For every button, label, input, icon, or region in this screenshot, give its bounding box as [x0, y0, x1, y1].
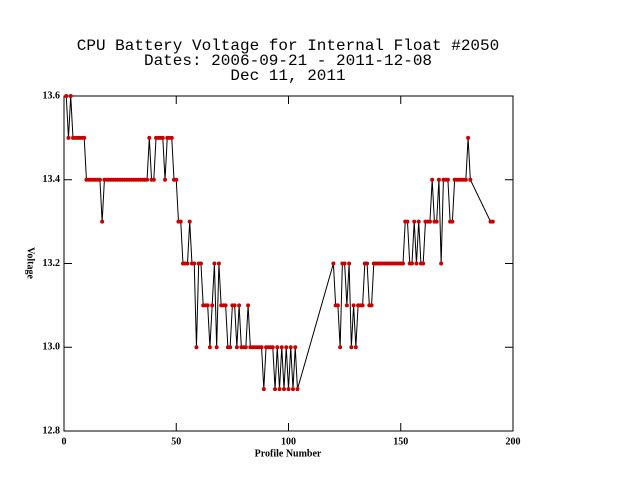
data-point	[163, 177, 168, 182]
data-point	[349, 345, 354, 350]
data-point	[97, 177, 102, 182]
data-point	[369, 303, 374, 308]
data-line	[65, 95, 493, 390]
data-point	[228, 345, 233, 350]
data-point	[275, 345, 280, 350]
data-point	[286, 387, 291, 392]
data-point	[205, 303, 210, 308]
data-point	[282, 387, 287, 392]
data-point	[151, 177, 156, 182]
data-point	[288, 345, 293, 350]
data-point	[192, 261, 197, 266]
data-point	[430, 177, 435, 182]
data-point	[210, 303, 215, 308]
data-point	[174, 177, 179, 182]
data-point	[468, 177, 473, 182]
data-point	[273, 387, 278, 392]
chart-title: CPU Battery Voltage for Internal Float #…	[77, 37, 499, 55]
x-tick-label: 0	[62, 436, 67, 447]
data-point	[365, 261, 370, 266]
data-point	[353, 345, 358, 350]
data-point	[436, 177, 441, 182]
data-point	[331, 261, 336, 266]
data-point	[279, 345, 284, 350]
data-point	[207, 345, 212, 350]
data-point	[344, 303, 349, 308]
data-point	[466, 135, 471, 140]
data-point	[412, 219, 417, 224]
y-axis-label: Voltage	[25, 247, 36, 279]
data-point	[160, 135, 165, 140]
data-point	[259, 345, 264, 350]
data-point	[100, 219, 105, 224]
x-tick-label: 150	[393, 436, 408, 447]
data-point	[347, 261, 352, 266]
data-point	[237, 303, 242, 308]
data-point	[178, 219, 183, 224]
data-point	[82, 135, 87, 140]
data-point	[194, 345, 199, 350]
data-point	[490, 219, 495, 224]
data-point	[145, 177, 150, 182]
data-point	[414, 261, 419, 266]
data-point	[338, 345, 343, 350]
x-axis-label: Profile Number	[255, 448, 322, 459]
x-tick-label: 100	[281, 436, 296, 447]
data-point	[223, 303, 228, 308]
data-point	[360, 303, 365, 308]
x-tick-label: 200	[506, 436, 521, 447]
data-point	[261, 387, 266, 392]
data-point	[400, 261, 405, 266]
y-tick-label: 13.0	[43, 342, 61, 353]
data-point	[185, 261, 190, 266]
data-point	[342, 261, 347, 266]
data-point	[421, 261, 426, 266]
x-tick-label: 50	[171, 436, 181, 447]
data-point	[232, 303, 237, 308]
chart-subtitle: Dates: 2006-09-21 - 2011-12-08	[144, 52, 432, 70]
data-point	[169, 135, 174, 140]
data-point	[416, 219, 421, 224]
data-point	[243, 345, 248, 350]
data-point	[405, 219, 410, 224]
data-point	[434, 219, 439, 224]
y-tick-label: 13.4	[43, 174, 61, 185]
data-point	[463, 177, 468, 182]
data-point	[147, 135, 152, 140]
data-point	[214, 345, 219, 350]
data-point	[216, 261, 221, 266]
data-point	[290, 387, 295, 392]
data-point	[295, 387, 300, 392]
y-tick-label: 13.6	[43, 90, 61, 101]
data-point	[277, 387, 282, 392]
data-point	[270, 345, 275, 350]
data-point	[66, 135, 71, 140]
data-point	[64, 94, 69, 98]
data-point	[198, 261, 203, 266]
data-point	[427, 219, 432, 224]
chart-date: Dec 11, 2011	[230, 67, 345, 85]
data-point	[284, 345, 289, 350]
data-point	[68, 94, 73, 98]
data-point	[234, 345, 239, 350]
y-tick-label: 12.8	[43, 425, 61, 436]
data-point	[445, 177, 450, 182]
data-point	[351, 303, 356, 308]
data-point	[450, 219, 455, 224]
data-point	[293, 345, 298, 350]
y-tick-label: 13.2	[43, 258, 61, 269]
data-point	[187, 219, 192, 224]
data-point	[246, 303, 251, 308]
data-point	[439, 261, 444, 266]
data-point	[409, 261, 414, 266]
data-point	[335, 303, 340, 308]
data-point	[212, 261, 217, 266]
